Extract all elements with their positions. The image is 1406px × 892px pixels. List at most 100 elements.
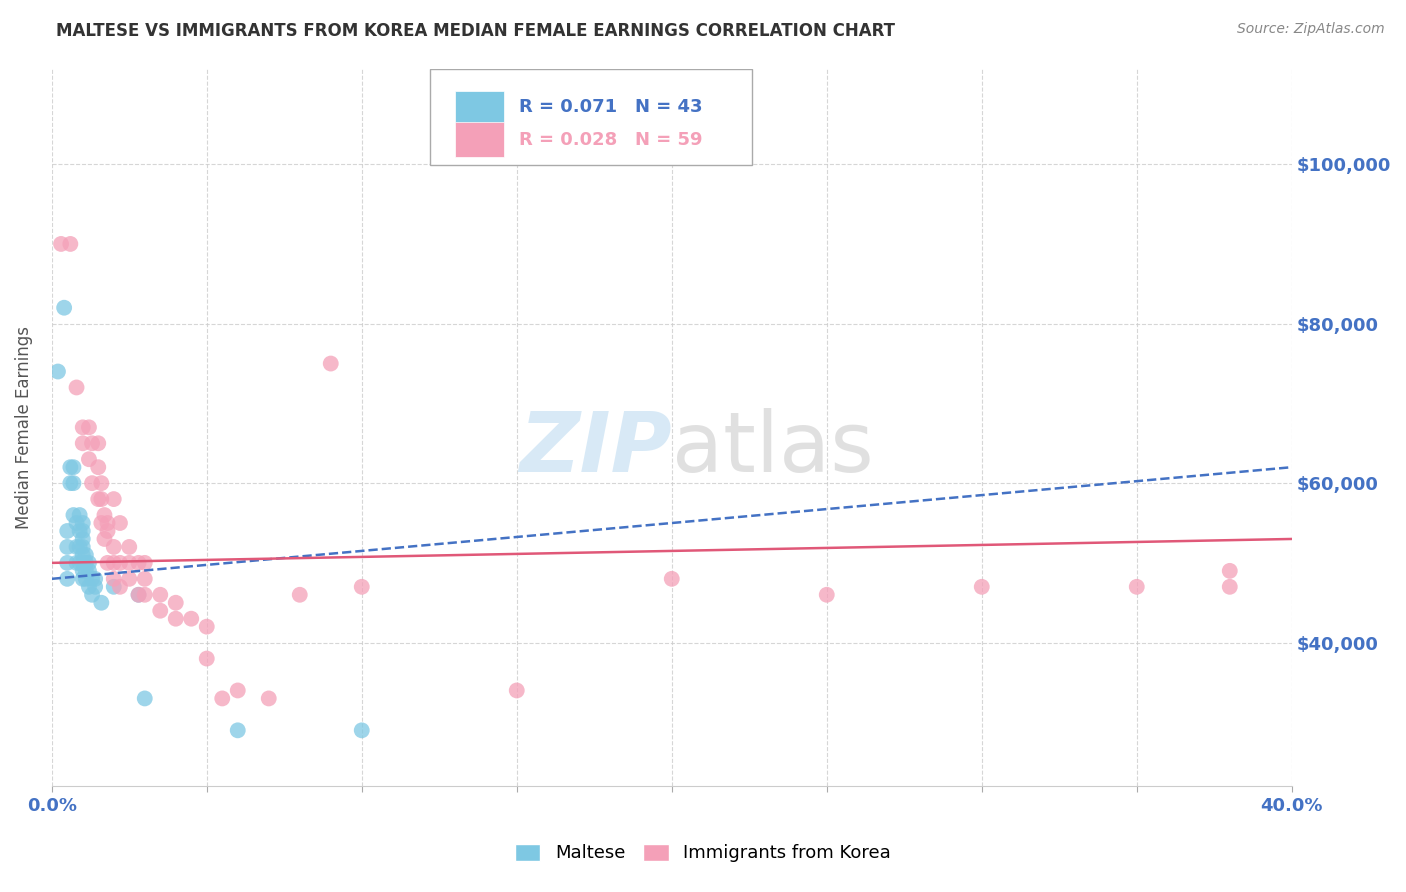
Point	[90, 596, 112, 610]
Point	[90, 492, 112, 507]
Point	[319, 357, 342, 371]
Point	[661, 572, 683, 586]
Point	[103, 540, 125, 554]
Point	[75, 572, 97, 586]
Point	[506, 683, 529, 698]
Point	[134, 588, 156, 602]
Point	[77, 564, 100, 578]
Point	[59, 460, 82, 475]
Point	[350, 723, 373, 738]
Point	[288, 588, 311, 602]
Point	[350, 580, 373, 594]
Point	[128, 588, 150, 602]
Bar	[454, 91, 505, 125]
Point	[1219, 564, 1241, 578]
Point	[149, 588, 172, 602]
Point	[96, 516, 118, 530]
Point	[56, 572, 79, 586]
Point	[87, 460, 110, 475]
Point	[69, 524, 91, 538]
Point	[80, 588, 103, 602]
Point	[84, 572, 107, 586]
Point	[56, 524, 79, 538]
Point	[72, 436, 94, 450]
Point	[62, 508, 84, 522]
Point	[53, 301, 76, 315]
Point	[108, 516, 131, 530]
Point	[56, 540, 79, 554]
Point	[195, 651, 218, 665]
Point	[1126, 580, 1149, 594]
Point	[180, 612, 202, 626]
Point	[59, 236, 82, 251]
Point	[103, 572, 125, 586]
Point	[226, 683, 249, 698]
Point	[59, 476, 82, 491]
Point	[211, 691, 233, 706]
Point	[149, 604, 172, 618]
Point	[77, 420, 100, 434]
Point	[134, 556, 156, 570]
Point	[103, 580, 125, 594]
Point	[96, 556, 118, 570]
Point	[75, 564, 97, 578]
Point	[970, 580, 993, 594]
Point	[118, 540, 141, 554]
Point	[80, 572, 103, 586]
Point	[108, 580, 131, 594]
Point	[65, 540, 87, 554]
Point	[69, 540, 91, 554]
Point	[75, 556, 97, 570]
Point	[226, 723, 249, 738]
Point	[87, 436, 110, 450]
Point	[56, 556, 79, 570]
FancyBboxPatch shape	[430, 69, 752, 165]
Point	[77, 452, 100, 467]
Text: atlas: atlas	[672, 409, 873, 490]
Point	[69, 508, 91, 522]
Point	[165, 612, 187, 626]
Point	[62, 460, 84, 475]
Point	[77, 556, 100, 570]
Point	[118, 572, 141, 586]
Point	[1219, 580, 1241, 594]
Y-axis label: Median Female Earnings: Median Female Earnings	[15, 326, 32, 529]
Point	[72, 420, 94, 434]
Point	[195, 620, 218, 634]
Point	[72, 532, 94, 546]
Text: MALTESE VS IMMIGRANTS FROM KOREA MEDIAN FEMALE EARNINGS CORRELATION CHART: MALTESE VS IMMIGRANTS FROM KOREA MEDIAN …	[56, 22, 896, 40]
Point	[134, 691, 156, 706]
Point	[90, 516, 112, 530]
Point	[75, 548, 97, 562]
Text: R = 0.028: R = 0.028	[519, 130, 617, 149]
Point	[165, 596, 187, 610]
Point	[65, 556, 87, 570]
Point	[80, 436, 103, 450]
Point	[815, 588, 838, 602]
Point	[77, 580, 100, 594]
Text: ZIP: ZIP	[519, 409, 672, 490]
Bar	[454, 122, 505, 157]
Point	[103, 556, 125, 570]
Point	[72, 516, 94, 530]
Point	[84, 580, 107, 594]
Point	[72, 524, 94, 538]
Point	[87, 492, 110, 507]
Point	[46, 364, 69, 378]
Point	[103, 492, 125, 507]
Point	[128, 556, 150, 570]
Point	[72, 540, 94, 554]
Point	[90, 476, 112, 491]
Point	[65, 516, 87, 530]
Point	[80, 476, 103, 491]
Point	[72, 548, 94, 562]
Point	[69, 556, 91, 570]
Legend: Maltese, Immigrants from Korea: Maltese, Immigrants from Korea	[508, 837, 898, 870]
Point	[49, 236, 72, 251]
Point	[257, 691, 280, 706]
Text: Source: ZipAtlas.com: Source: ZipAtlas.com	[1237, 22, 1385, 37]
Point	[72, 564, 94, 578]
Text: N = 43: N = 43	[634, 98, 702, 116]
Text: R = 0.071: R = 0.071	[519, 98, 617, 116]
Point	[65, 380, 87, 394]
